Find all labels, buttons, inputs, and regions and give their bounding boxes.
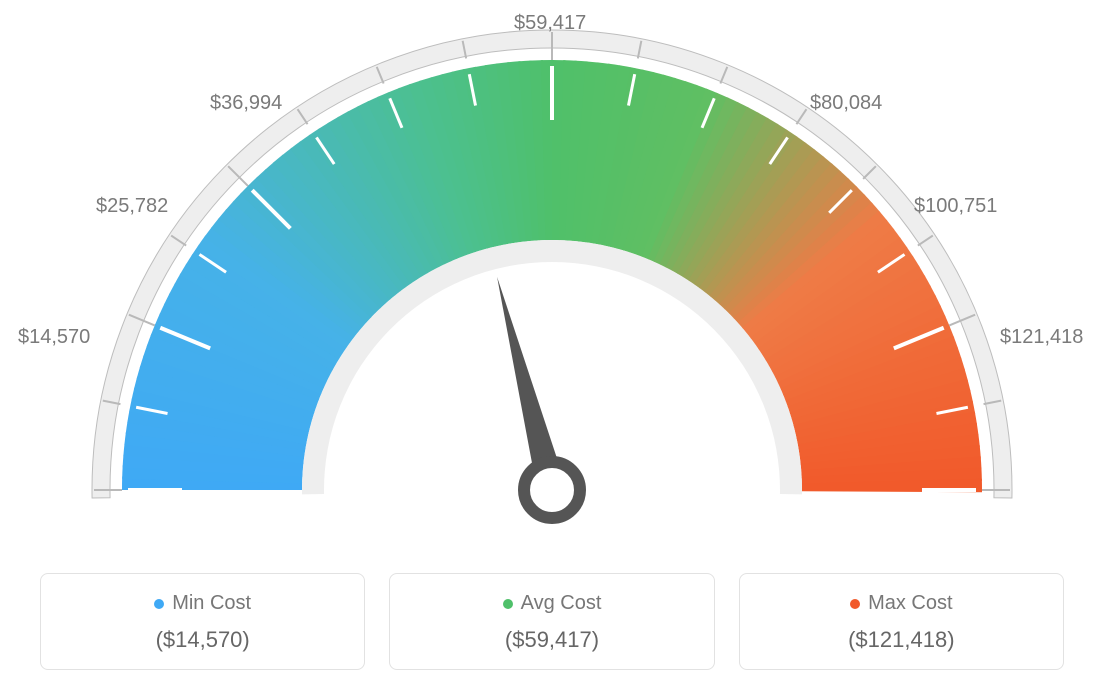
legend-value-min: ($14,570) — [51, 627, 354, 653]
gauge-chart: $14,570 $25,782 $36,994 $59,417 $80,084 $100,… — [0, 0, 1104, 540]
legend-card-max: Max Cost ($121,418) — [739, 573, 1064, 670]
gauge-tick-label: $100,751 — [914, 195, 997, 218]
gauge-tick-label: $80,084 — [810, 92, 882, 115]
gauge-tick-label: $59,417 — [514, 12, 586, 35]
legend-dot-avg — [503, 599, 513, 609]
legend-value-max: ($121,418) — [750, 627, 1053, 653]
legend-dot-max — [850, 599, 860, 609]
cost-gauge-widget: $14,570 $25,782 $36,994 $59,417 $80,084 $100,… — [0, 0, 1104, 690]
legend-title-avg: Avg Cost — [503, 592, 602, 615]
legend-label-max: Max Cost — [868, 592, 952, 615]
legend-card-avg: Avg Cost ($59,417) — [389, 573, 714, 670]
legend-value-avg: ($59,417) — [400, 627, 703, 653]
legend-label-min: Min Cost — [172, 592, 251, 615]
gauge-svg — [0, 0, 1104, 540]
legend-label-avg: Avg Cost — [521, 592, 602, 615]
gauge-tick-label: $25,782 — [96, 195, 168, 218]
legend-dot-min — [154, 599, 164, 609]
legend-row: Min Cost ($14,570) Avg Cost ($59,417) Ma… — [0, 573, 1104, 670]
gauge-tick-label: $14,570 — [18, 326, 90, 349]
gauge-tick-label: $121,418 — [1000, 326, 1083, 349]
gauge-tick-label: $36,994 — [210, 92, 282, 115]
legend-title-min: Min Cost — [154, 592, 251, 615]
legend-card-min: Min Cost ($14,570) — [40, 573, 365, 670]
legend-title-max: Max Cost — [850, 592, 952, 615]
